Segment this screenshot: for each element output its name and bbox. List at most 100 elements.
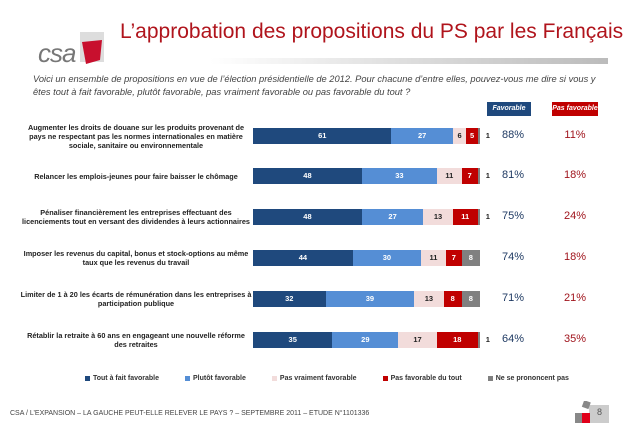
bar-segment-pas-vraiment-favorable: 13 [414, 291, 444, 307]
legend-label: Pas favorable du tout [390, 375, 462, 382]
bar-segment-ne-se-prononcent-pas: 8 [461, 250, 480, 266]
legend-swatch [85, 376, 90, 381]
legend-item-pas-favorable-du-tout: Pas favorable du tout [382, 375, 462, 382]
bar-row: 61 27 6 5 1 [253, 128, 490, 144]
bar-segment-ne-se-prononcent-pas: 1 [477, 128, 490, 144]
bar-segment-ne-se-prononcent-pas: 1 [477, 332, 490, 348]
data-label: 27 [388, 212, 397, 221]
data-label: 13 [424, 294, 434, 303]
favorable-total: 74% [501, 251, 525, 263]
bar-segment-tout-a-fait-favorable: 61 [253, 128, 392, 144]
data-label: 1 [485, 335, 490, 344]
data-label: 39 [365, 294, 375, 303]
bar-segment-tout-a-fait-favorable: 48 [253, 209, 362, 225]
data-label: 44 [298, 253, 308, 262]
bar-segment-pas-favorable-du-tout: 5 [466, 128, 478, 144]
bar-segment-pas-vraiment-favorable: 17 [398, 332, 437, 348]
legend-item-tout-a-fait-favorable: Tout à fait favorable [85, 375, 159, 382]
data-label: 29 [361, 335, 370, 344]
legend: Tout à fait favorable Plutôt favorable Pas… [85, 375, 569, 382]
bar-segment-plutot-favorable: 27 [391, 128, 453, 144]
data-label: 8 [468, 253, 473, 262]
bar-row: 32 39 13 8 8 [253, 291, 483, 307]
legend-label: Plutôt favorable [193, 375, 246, 382]
data-label: 18 [453, 335, 462, 344]
data-label: 6 [457, 131, 462, 140]
data-label: 11 [429, 253, 438, 262]
bar-row: 48 27 13 11 1 [253, 209, 490, 225]
favorable-total: 75% [501, 210, 525, 222]
bar-segment-pas-favorable-du-tout: 8 [443, 291, 462, 307]
bar-segment-ne-se-prononcent-pas: 1 [477, 168, 490, 184]
data-label: 11 [461, 212, 470, 221]
data-label: 30 [382, 253, 392, 262]
bar-segment-tout-a-fait-favorable: 44 [253, 250, 353, 266]
pas-favorable-total: 18% [563, 251, 587, 263]
legend-swatch [382, 376, 388, 381]
bar-segment-tout-a-fait-favorable: 48 [253, 168, 362, 184]
bar-segment-pas-vraiment-favorable: 11 [420, 250, 446, 266]
data-label: 27 [417, 131, 427, 140]
legend-label: Pas vraiment favorable [279, 375, 357, 382]
data-label: 48 [303, 212, 312, 221]
bar-segment-pas-vraiment-favorable: 11 [436, 168, 462, 184]
pas-favorable-total: 21% [563, 292, 587, 304]
data-label: 32 [285, 294, 294, 303]
pas-favorable-total: 11% [564, 129, 586, 141]
bar-segment-pas-vraiment-favorable: 6 [452, 128, 467, 144]
pas-favorable-total: 24% [563, 210, 587, 222]
bar-segment-plutot-favorable: 39 [325, 291, 415, 307]
title-divider [210, 58, 608, 64]
legend-swatch [185, 376, 190, 381]
bar-segment-plutot-favorable: 29 [332, 332, 399, 348]
data-label: 5 [469, 131, 475, 140]
favorable-total: 64% [501, 333, 525, 345]
bar-segment-plutot-favorable: 30 [352, 250, 421, 266]
bar-segment-pas-favorable-du-tout: 7 [461, 168, 478, 184]
logo-text: csa [38, 38, 76, 68]
data-label: 8 [468, 294, 473, 303]
bar-segment-pas-vraiment-favorable: 13 [423, 209, 453, 225]
bar-row: 44 30 11 7 8 [253, 250, 483, 266]
category-label: Rétablir la retraite à 60 ans en engagea… [27, 331, 245, 349]
bar-row: 35 29 17 18 1 [253, 332, 490, 348]
legend-item-plutot-favorable: Plutôt favorable [185, 375, 246, 382]
favorable-header: Favorable [487, 102, 531, 116]
bar-segment-pas-favorable-du-tout: 18 [436, 332, 478, 348]
legend-item-ne-se-prononcent-pas: Ne se prononcent pas [487, 375, 569, 382]
pas-favorable-total: 35% [563, 333, 587, 345]
legend-swatch [487, 376, 493, 381]
favorable-total: 81% [501, 169, 525, 181]
legend-item-pas-vraiment-favorable: Pas vraiment favorable [271, 375, 357, 382]
data-label: 11 [445, 171, 454, 180]
legend-swatch [271, 376, 277, 381]
data-label: 17 [413, 335, 422, 344]
pas-favorable-header: Pas favorable [552, 102, 598, 116]
data-label: 1 [485, 131, 490, 140]
data-label: 61 [318, 131, 327, 140]
data-label: 35 [288, 335, 297, 344]
favorable-total: 71% [501, 292, 525, 304]
category-label: Pénaliser financièrement les entreprises… [22, 208, 250, 226]
bar-segment-plutot-favorable: 27 [361, 209, 424, 225]
data-label: 1 [485, 171, 490, 180]
bar-segment-pas-favorable-du-tout: 11 [452, 209, 478, 225]
favorable-total: 88% [501, 129, 525, 141]
page-number: 8 [597, 407, 603, 417]
bar-segment-ne-se-prononcent-pas: 1 [477, 209, 490, 225]
question-text: Voici un ensemble de propositions en vue… [33, 74, 596, 97]
page-title: L’approbation des propositions du PS par… [120, 20, 624, 43]
data-label: 33 [395, 171, 404, 180]
csa-logo [80, 32, 104, 64]
bar-row: 48 33 11 7 1 [253, 168, 490, 184]
category-label: Relancer les emplois-jeunes pour faire b… [34, 171, 238, 181]
data-label: 7 [451, 253, 456, 262]
bar-segment-pas-favorable-du-tout: 7 [445, 250, 462, 266]
data-label: 1 [485, 212, 490, 221]
category-label: Limiter de 1 à 20 les écarts de rémunéra… [20, 290, 252, 308]
footer-text: CSA / L’EXPANSION – LA GAUCHE PEUT-ELLE … [10, 410, 370, 417]
data-label: 48 [303, 171, 312, 180]
legend-label: Ne se prononcent pas [495, 375, 569, 382]
category-label: Imposer les revenus du capital, bonus et… [23, 249, 249, 267]
bar-segment-ne-se-prononcent-pas: 8 [461, 291, 480, 307]
